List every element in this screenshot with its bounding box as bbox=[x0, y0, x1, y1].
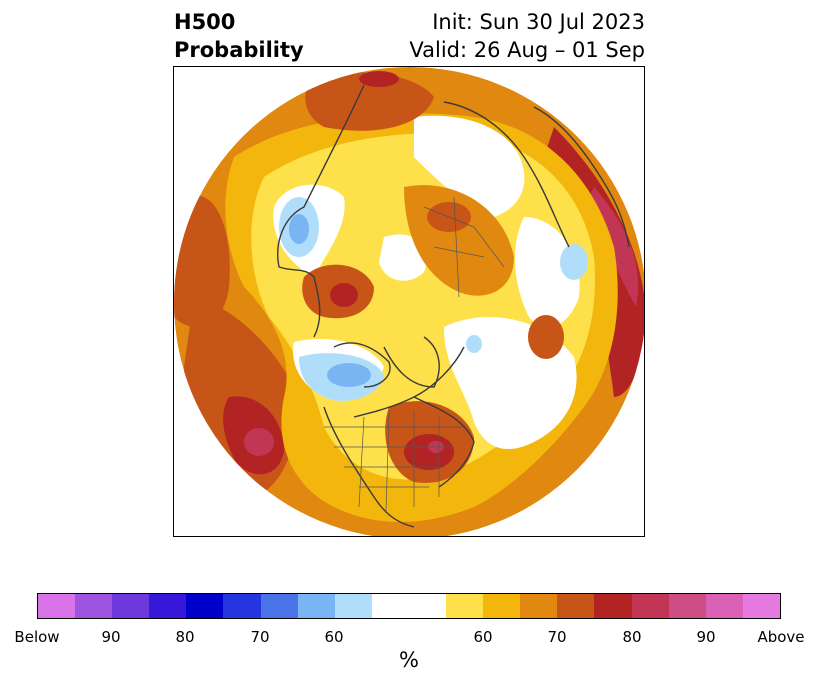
red-africa bbox=[359, 71, 399, 87]
colorbar-tick-label: 90 bbox=[696, 628, 716, 646]
coastlines bbox=[277, 84, 630, 528]
red-scandinavia bbox=[330, 283, 358, 307]
colorbar-segment bbox=[594, 594, 632, 618]
white-center bbox=[379, 234, 427, 281]
map-title-left: H500 Probability bbox=[174, 8, 304, 64]
orange-africa bbox=[305, 72, 434, 131]
blue-siberia bbox=[560, 244, 588, 280]
colorbar-segment bbox=[742, 594, 780, 618]
colorbar-segment bbox=[483, 594, 521, 618]
colorbar-tick-label: 70 bbox=[547, 628, 567, 646]
valid-range: Valid: 26 Aug – 01 Sep bbox=[409, 38, 645, 62]
colorbar-unit-label: % bbox=[399, 648, 419, 672]
probability-colorbar bbox=[37, 593, 781, 619]
colorbar-segment bbox=[260, 594, 298, 618]
orange-asia bbox=[528, 315, 564, 359]
colorbar-segment bbox=[75, 594, 113, 618]
blue-greenland-core bbox=[327, 363, 371, 387]
colorbar-segment bbox=[223, 594, 261, 618]
init-date: Init: Sun 30 Jul 2023 bbox=[432, 10, 645, 34]
title-variable: H500 bbox=[174, 10, 236, 34]
colorbar-tick-label: Below bbox=[14, 628, 60, 646]
probability-field bbox=[174, 67, 644, 536]
borders bbox=[324, 196, 505, 513]
white-east bbox=[514, 217, 580, 328]
map-panel bbox=[173, 66, 645, 537]
red-na bbox=[404, 434, 454, 470]
white-north bbox=[414, 115, 525, 217]
colorbar-segment bbox=[297, 594, 335, 618]
map-title-right: Init: Sun 30 Jul 2023 Valid: 26 Aug – 01… bbox=[409, 8, 645, 64]
title-product: Probability bbox=[174, 38, 304, 62]
colorbar-segment bbox=[186, 594, 224, 618]
colorbar-segment bbox=[668, 594, 706, 618]
colorbar-tick-label: 80 bbox=[175, 628, 195, 646]
colorbar-segment bbox=[334, 594, 372, 618]
colorbar-segment bbox=[705, 594, 743, 618]
colorbar-tick-label: 90 bbox=[101, 628, 121, 646]
colorbar-segment bbox=[38, 594, 76, 618]
colorbar-tick-label: Above bbox=[757, 628, 805, 646]
colorbar-segment bbox=[520, 594, 558, 618]
blue-europe-core bbox=[289, 214, 309, 244]
band-left-orange bbox=[174, 195, 230, 327]
colorbar-segment bbox=[557, 594, 595, 618]
colorbar-segment bbox=[631, 594, 669, 618]
colorbar-segment bbox=[371, 594, 447, 618]
polar-stereographic-map bbox=[174, 67, 644, 536]
colorbar-tick-label: 60 bbox=[324, 628, 344, 646]
colorbar-segment bbox=[149, 594, 187, 618]
blue-arctic bbox=[466, 335, 482, 353]
colorbar-segment bbox=[112, 594, 150, 618]
sw-pink-core bbox=[244, 428, 274, 456]
colorbar-segment bbox=[446, 594, 484, 618]
colorbar-tick-label: 60 bbox=[473, 628, 493, 646]
colorbar-tick-label: 70 bbox=[250, 628, 270, 646]
colorbar-tick-label: 80 bbox=[622, 628, 642, 646]
